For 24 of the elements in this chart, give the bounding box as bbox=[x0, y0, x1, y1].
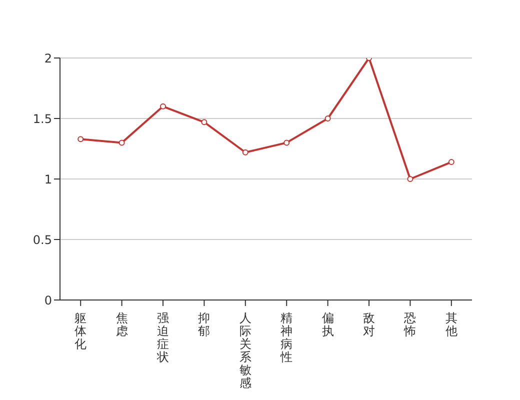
x-tick-label: 强迫症状 bbox=[156, 311, 169, 364]
point bbox=[160, 103, 166, 110]
x-tick-label: 偏执 bbox=[322, 311, 334, 338]
point bbox=[118, 140, 125, 146]
x-tick-label: 抑郁 bbox=[198, 311, 210, 338]
x-tick-label: 敌对 bbox=[363, 311, 375, 338]
x-tick-label: 躯体化 bbox=[74, 311, 87, 351]
y-tick-label: 2 bbox=[44, 51, 52, 66]
y-tick-label: 1.5 bbox=[32, 112, 52, 126]
point bbox=[242, 149, 248, 156]
y-tick-label: 1 bbox=[44, 172, 52, 186]
point bbox=[284, 140, 290, 146]
point bbox=[448, 159, 454, 166]
point bbox=[78, 136, 84, 142]
x-tick-label: 恐怖 bbox=[403, 311, 416, 338]
x-tick-label: 焦虑 bbox=[116, 311, 128, 338]
x-tick-label: 人际关系敏感 bbox=[239, 311, 252, 390]
y-tick-label: 0.5 bbox=[32, 232, 52, 247]
x-tick-label: 精神病性 bbox=[280, 311, 293, 364]
point bbox=[201, 119, 208, 126]
x-tick-label: 其他 bbox=[445, 311, 458, 338]
point bbox=[407, 176, 414, 182]
point bbox=[324, 116, 331, 122]
y-tick-label: 0 bbox=[44, 293, 52, 308]
